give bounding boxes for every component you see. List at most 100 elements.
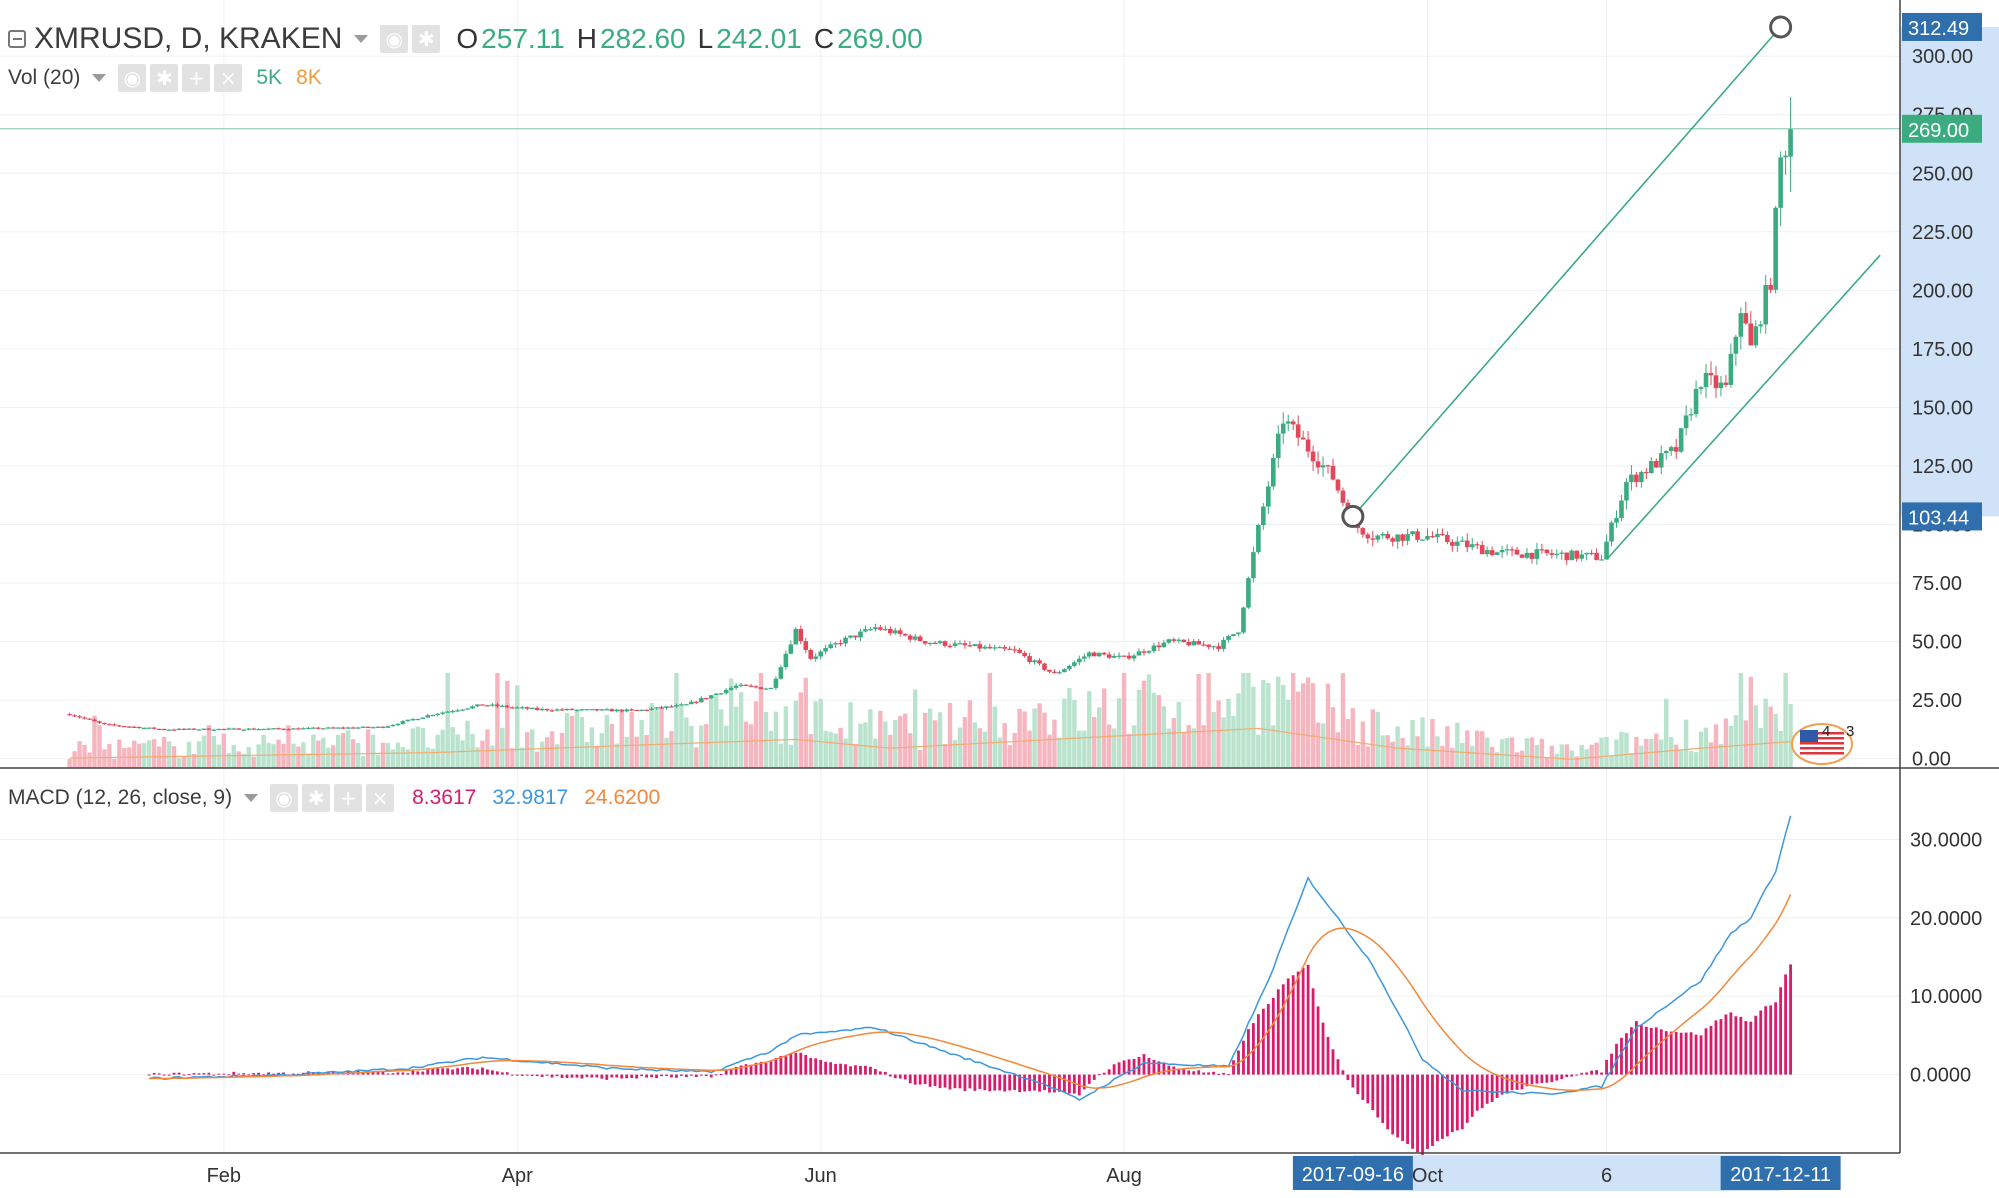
macd-histogram-bar xyxy=(1072,1074,1076,1094)
close-icon[interactable]: × xyxy=(214,64,243,92)
volume-bar xyxy=(1529,737,1535,768)
volume-bar xyxy=(1176,701,1181,768)
gear-icon[interactable]: ✱ xyxy=(150,64,179,92)
flag-stripe xyxy=(1800,737,1844,740)
volume-bar xyxy=(490,745,495,768)
eye-icon[interactable]: ◉ xyxy=(118,64,147,92)
collapse-icon[interactable] xyxy=(8,30,26,48)
volume-bar xyxy=(1256,734,1261,768)
volume-bar xyxy=(828,731,833,768)
volume-bar xyxy=(1067,688,1072,768)
candle-body xyxy=(1639,471,1644,483)
chevron-down-icon[interactable] xyxy=(92,74,107,82)
volume-bar xyxy=(176,757,182,768)
candle-body xyxy=(713,693,719,696)
candle-body xyxy=(773,678,779,688)
macd-histogram-bar xyxy=(262,1074,266,1076)
volume-bar xyxy=(206,725,212,768)
volume-bar xyxy=(689,725,694,768)
macd-histogram-bar xyxy=(1286,978,1290,1075)
candle-body xyxy=(1604,541,1609,560)
macd-indicator-title[interactable]: MACD (12, 26, close, 9) xyxy=(8,786,233,809)
macd-histogram-bar xyxy=(1082,1074,1086,1090)
candle-body xyxy=(992,647,998,649)
macd-histogram-bar xyxy=(1306,964,1310,1075)
candle-body xyxy=(1141,651,1147,653)
candle-body xyxy=(838,643,843,645)
symbol-title[interactable]: XMRUSD, D, KRAKEN xyxy=(34,22,343,55)
macd-histogram-bar xyxy=(1465,1074,1469,1123)
close-icon[interactable]: × xyxy=(366,784,395,812)
macd-histogram-bar xyxy=(361,1071,365,1075)
macd-tick-label: 20.0000 xyxy=(1910,908,1982,930)
candle-body xyxy=(659,707,664,709)
volume-bar xyxy=(559,732,565,768)
volume-bar xyxy=(1624,732,1629,768)
macd-histogram-bar xyxy=(401,1072,405,1075)
candle-body xyxy=(97,721,102,723)
candle-body xyxy=(897,630,903,634)
volume-bar xyxy=(92,715,97,768)
candle-body xyxy=(823,648,828,652)
candle-body xyxy=(1509,549,1515,551)
macd-histogram-bar xyxy=(1132,1058,1136,1075)
candle-body xyxy=(763,688,769,690)
macd-histogram-bar xyxy=(1600,1072,1603,1075)
macd-histogram-bar xyxy=(1356,1074,1360,1095)
volume-bar xyxy=(539,741,545,768)
plus-icon[interactable]: + xyxy=(182,64,211,92)
plus-icon[interactable]: + xyxy=(334,784,363,812)
volume-bar xyxy=(1738,673,1744,768)
volume-bar xyxy=(1375,711,1380,768)
volume-bar xyxy=(927,708,933,768)
macd-histogram-bar xyxy=(1644,1026,1648,1075)
volume-bar xyxy=(868,709,873,768)
candle-body xyxy=(1425,536,1430,540)
candle-body xyxy=(619,709,625,712)
volume-bar xyxy=(1504,738,1510,768)
gear-icon[interactable]: ✱ xyxy=(302,784,331,812)
volume-bar xyxy=(1121,673,1127,768)
macd-histogram-bar xyxy=(1276,989,1280,1075)
candle-body xyxy=(1380,533,1386,536)
candle-body xyxy=(554,709,560,711)
macd-histogram-bar xyxy=(575,1074,579,1078)
macd-histogram-bar xyxy=(1087,1074,1091,1084)
volume-bar xyxy=(1295,691,1301,768)
candle-body xyxy=(251,728,256,730)
candle-body xyxy=(1698,387,1704,389)
candle-body xyxy=(569,708,575,711)
macd-histogram-bar xyxy=(192,1073,196,1075)
volume-bar xyxy=(1007,745,1012,768)
chevron-down-icon[interactable] xyxy=(354,35,369,43)
candle-body xyxy=(519,707,525,709)
candle-body xyxy=(1221,639,1226,649)
macd-histogram-bar xyxy=(1634,1021,1638,1075)
gear-icon[interactable]: ✱ xyxy=(412,25,441,53)
volume-bar xyxy=(843,738,848,768)
macd-histogram-bar xyxy=(744,1064,748,1075)
volume-bar xyxy=(1325,683,1331,768)
candle-body xyxy=(1226,635,1231,640)
candle-body xyxy=(206,728,212,730)
candle-body xyxy=(246,728,251,730)
macd-histogram-bar xyxy=(172,1072,176,1075)
eye-icon[interactable]: ◉ xyxy=(380,25,409,53)
volume-bar xyxy=(1037,703,1042,768)
volume-indicator-title[interactable]: Vol (20) xyxy=(8,66,81,89)
time-tick-label: Aug xyxy=(1106,1165,1142,1187)
macd-histogram-bar xyxy=(1580,1072,1584,1075)
volume-bar xyxy=(714,696,719,768)
eye-icon[interactable]: ◉ xyxy=(270,784,299,812)
candle-body xyxy=(873,627,878,630)
macd-histogram-bar xyxy=(1212,1071,1216,1075)
volume-bar xyxy=(445,673,450,768)
candle-body xyxy=(445,711,450,713)
price-tick-label: 125.00 xyxy=(1912,456,1973,478)
candle-body xyxy=(1385,533,1390,539)
volume-bar xyxy=(1231,716,1236,768)
candle-body xyxy=(465,708,470,710)
candle-body xyxy=(1584,552,1589,555)
candle-body xyxy=(1166,639,1172,643)
chevron-down-icon[interactable] xyxy=(244,794,259,802)
